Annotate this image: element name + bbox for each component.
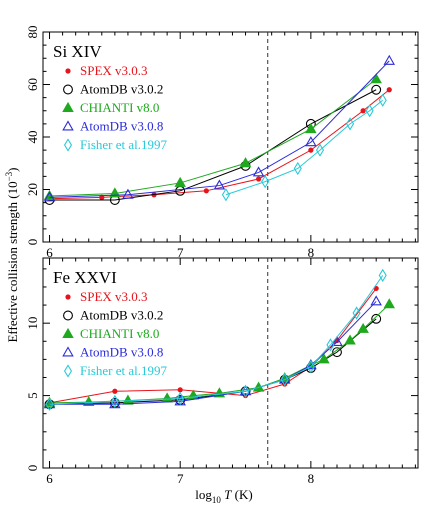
panel-1-data-point (360, 108, 366, 114)
panel-2-x-tick-label: 8 (308, 471, 315, 486)
panel-2-data-point (331, 335, 343, 346)
panel-1-x-tick-label: 7 (177, 245, 184, 260)
panel-1-legend-label: CHIANTI v8.0 (80, 100, 159, 115)
panel-2-legend-label: AtomDB v3.0.8 (80, 345, 163, 360)
panel-1-legend-label: AtomDB v3.0.2 (80, 82, 163, 97)
panel-2-legend-marker (62, 346, 74, 357)
panel-2-data-point (370, 295, 382, 306)
panel-1-data-point (370, 73, 382, 84)
panel-1-legend: SPEX v3.0.3 AtomDB v3.0.2 CHIANTI v8.0 Atom… (62, 63, 168, 152)
panel-1-data-point (255, 176, 262, 182)
panel-1-data-point (365, 104, 374, 118)
panel-2-legend-marker (63, 310, 73, 321)
y-axis-label: Effective collision strength (10−3) (4, 167, 20, 342)
panel-2-data-point (318, 353, 330, 364)
panel-1-legend-label: SPEX v3.0.3 (80, 63, 148, 78)
panel-1-series-line (49, 78, 377, 197)
panel-1-data-point (371, 84, 382, 95)
panel-1-series-line (49, 60, 390, 198)
panel-1-data-point (122, 188, 134, 199)
panel-1-data-point (315, 143, 325, 157)
panel-1-x-tick-label: 8 (308, 245, 315, 260)
panel-1-data-point (383, 54, 396, 65)
panel-2-data-point (82, 395, 95, 407)
panel-1-series-line (225, 99, 384, 196)
panel-2-data-point (176, 391, 185, 406)
panel-2-x-tick-label: 7 (177, 471, 184, 486)
panel-1-y-tick-label: 60 (25, 78, 40, 91)
panel-2-data-point (383, 298, 396, 309)
panel-1-data-point (308, 147, 314, 153)
panel-2-title: Fe XXVI (53, 268, 117, 287)
panel-2-series-5 (45, 268, 387, 411)
panel-2-legend-marker (65, 294, 71, 300)
panel-1-series-5 (221, 93, 387, 202)
panel-1-series-line (49, 89, 377, 201)
panel-1-legend-marker (63, 138, 73, 152)
panel-2-data-point (110, 394, 119, 409)
panel-1-data-point (305, 123, 317, 134)
panel-1-legend-label: AtomDB v3.0.8 (80, 119, 163, 134)
panel-2-series-line (49, 275, 384, 405)
panel-2-legend-label: CHIANTI v8.0 (80, 326, 159, 341)
panel-1-y-tick-label: 20 (25, 183, 40, 196)
panel-1-legend-marker (65, 68, 71, 74)
panel-1-series-4 (43, 54, 396, 202)
panel-2-data-point (371, 313, 382, 324)
panel-1-legend-marker (62, 101, 74, 112)
panel-1-data-point (213, 179, 226, 190)
panel-2-y-tick-label: 5 (25, 392, 40, 399)
panel-2-legend-label: Fisher et al.1997 (80, 363, 168, 378)
panel-1-data-point (293, 161, 302, 176)
panel-2-data-point (326, 338, 335, 352)
panel-2-frame (42, 257, 419, 469)
panel-1-data-point (252, 166, 265, 177)
panel-1-title: Si XIV (53, 42, 102, 61)
panel-2-data-point (352, 306, 361, 320)
panel-2-data-point (112, 388, 118, 394)
panel-1-data-point (305, 136, 317, 147)
panel-1-y-tick-label: 0 (25, 239, 40, 246)
panel-2-y-tick-label: 0 (25, 465, 40, 472)
panel-1-data-point (43, 191, 56, 202)
panel-2-x-tick-label: 6 (46, 471, 53, 486)
panel-2-data-point (306, 359, 315, 374)
panel-2-data-point (357, 322, 369, 333)
panel-2-legend-marker (62, 327, 74, 338)
panel-1-data-point (221, 188, 230, 202)
panel-2-legend-label: AtomDB v3.0.2 (80, 308, 163, 323)
panel-2-data-point (45, 397, 54, 411)
panel-2-legend-label: SPEX v3.0.3 (80, 289, 148, 304)
panel-2-y-tick-label: 10 (25, 317, 40, 330)
panel-1-legend-label: Fisher et al.1997 (80, 137, 168, 152)
panel-1-x-tick-label: 6 (46, 245, 53, 260)
panel-2-data-point (344, 334, 356, 345)
panel-1-legend-marker (63, 84, 73, 95)
panel-2: 6 7 8 0 5 10 Fe XXVI SPEX v3.0.3 AtomDB v3.0.2 CH… (25, 257, 419, 486)
panel-1-legend-marker (62, 120, 74, 131)
panel-1-data-point (174, 176, 186, 187)
panel-1-data-point (346, 117, 355, 131)
panel-1-data-point (386, 87, 392, 93)
panel-2-data-point (177, 387, 183, 393)
panel-1-data-point (378, 93, 387, 107)
panel-2-legend: SPEX v3.0.3 AtomDB v3.0.2 CHIANTI v8.0 Atom… (62, 289, 168, 378)
panel-2-legend-marker (63, 364, 73, 378)
panel-1-y-tick-label: 40 (25, 131, 40, 144)
panel-2-data-point (122, 394, 134, 405)
x-axis-label: log10 T (K) (195, 487, 252, 505)
panel-2-data-point (280, 372, 289, 387)
panel-2-data-point (332, 347, 342, 358)
panel-1-data-point (239, 157, 252, 168)
panel-1-y-tick-label: 80 (25, 26, 40, 39)
panel-2-data-point (378, 268, 387, 283)
panel-2-data-point (241, 384, 250, 398)
panel-1-data-point (203, 188, 209, 194)
panel-1-data-point (261, 174, 270, 189)
